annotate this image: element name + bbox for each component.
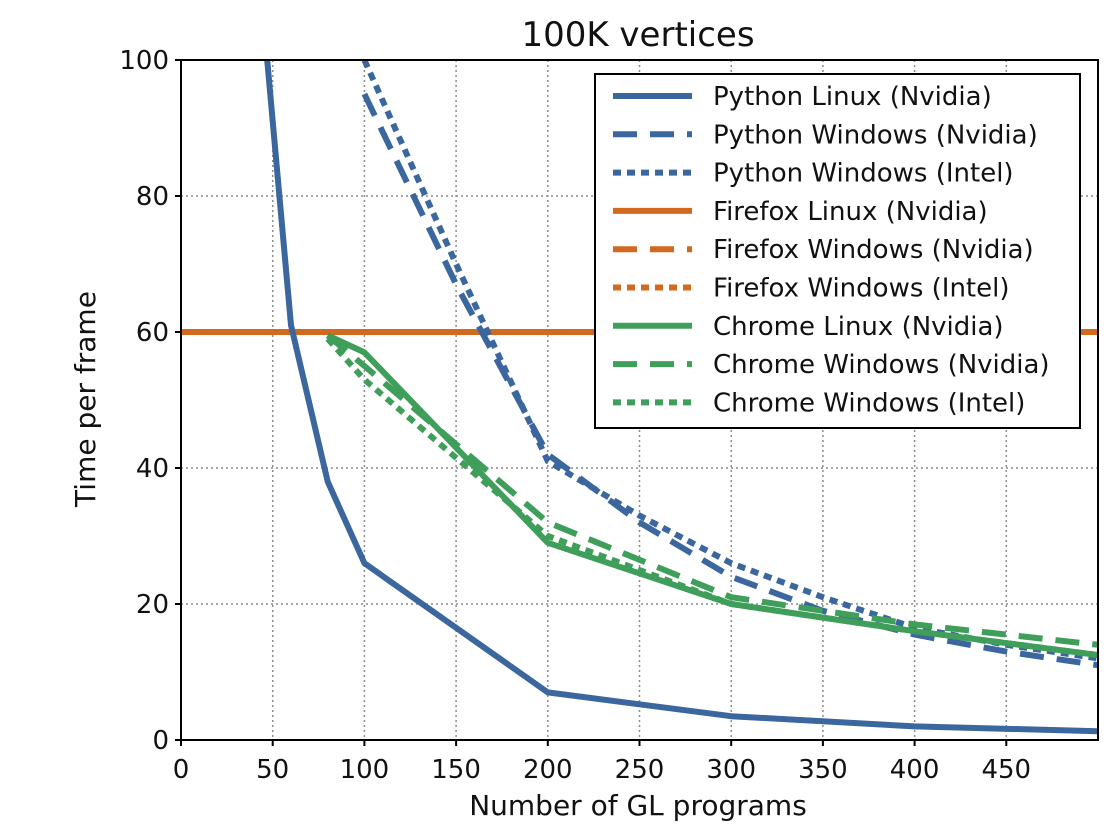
legend-label: Firefox Windows (Nvidia) bbox=[713, 235, 1034, 265]
y-tick-label: 20 bbox=[136, 590, 169, 620]
y-tick-label: 80 bbox=[136, 182, 169, 212]
x-tick-label: 0 bbox=[173, 755, 190, 785]
series-line-0 bbox=[264, 60, 1098, 735]
x-tick-label: 400 bbox=[890, 755, 940, 785]
x-tick-label: 250 bbox=[615, 755, 665, 785]
legend-label: Chrome Windows (Nvidia) bbox=[713, 350, 1050, 380]
x-tick-label: 100 bbox=[340, 755, 390, 785]
y-tick-label: 100 bbox=[119, 46, 169, 76]
x-tick-label: 200 bbox=[523, 755, 573, 785]
series-line-7 bbox=[325, 333, 1098, 648]
axis-ticks: 0 50 100 150 200 250 300 350 400 450 0 20 40 60 80 100 bbox=[119, 46, 1031, 785]
legend-box bbox=[594, 73, 1081, 429]
legend-label: Chrome Linux (Nvidia) bbox=[713, 312, 1004, 342]
y-tick-label: 60 bbox=[136, 318, 169, 348]
legend: Python Linux (Nvidia) Python Windows (Nvi… bbox=[594, 73, 1081, 429]
legend-label: Firefox Linux (Nvidia) bbox=[713, 197, 988, 227]
x-tick-label: 450 bbox=[981, 755, 1031, 785]
y-axis-title: Time per frame bbox=[69, 291, 102, 508]
series-line-1 bbox=[361, 92, 1098, 669]
x-tick-label: 300 bbox=[706, 755, 756, 785]
legend-label: Firefox Windows (Intel) bbox=[713, 274, 1010, 304]
y-tick-label: 40 bbox=[136, 454, 169, 484]
legend-label: Python Windows (Intel) bbox=[713, 159, 1014, 189]
x-tick-label: 50 bbox=[256, 755, 289, 785]
legend-label: Python Linux (Nvidia) bbox=[713, 82, 992, 112]
y-tick-label: 0 bbox=[152, 726, 169, 756]
x-tick-label: 350 bbox=[798, 755, 848, 785]
series-line-8 bbox=[325, 336, 1098, 658]
x-axis-title: Number of GL programs bbox=[469, 789, 807, 822]
series-line-2 bbox=[361, 60, 1098, 662]
legend-label: Chrome Windows (Intel) bbox=[713, 388, 1025, 418]
x-tick-label: 150 bbox=[431, 755, 481, 785]
chart-title: 100K vertices bbox=[521, 15, 754, 55]
legend-label: Python Windows (Nvidia) bbox=[713, 120, 1038, 150]
